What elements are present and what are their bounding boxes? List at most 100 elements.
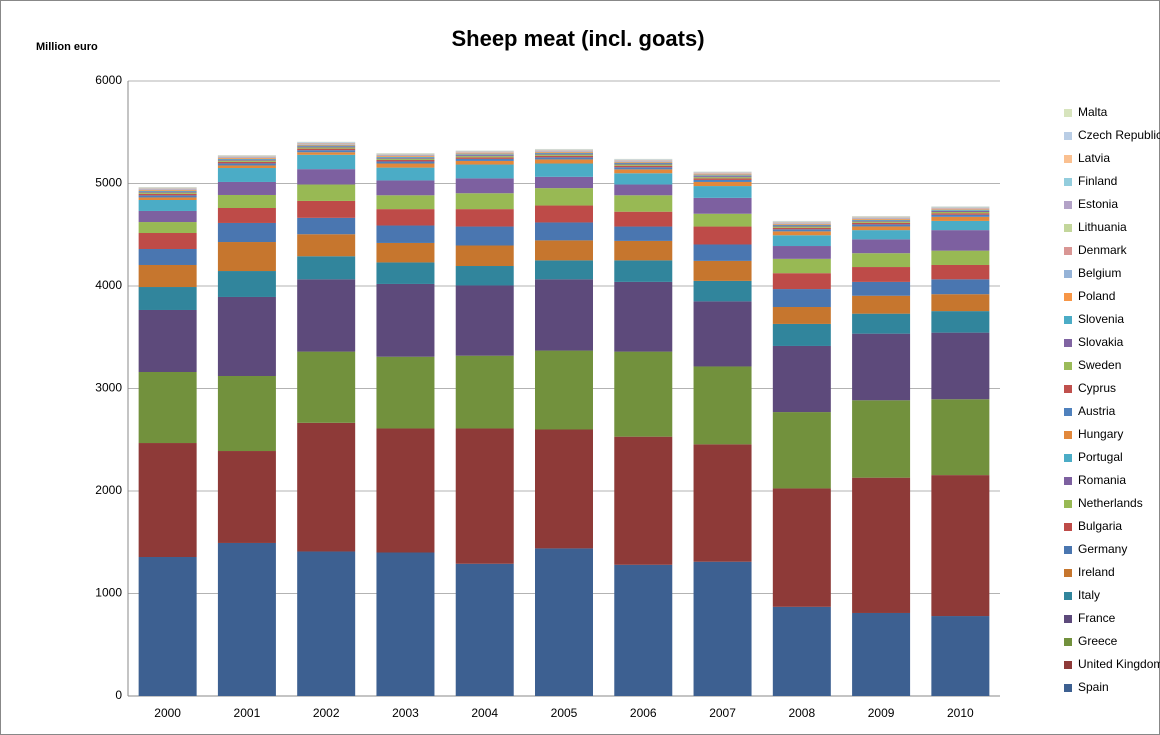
bar-segment xyxy=(693,366,752,445)
legend-swatch xyxy=(1064,362,1072,370)
bar-segment xyxy=(297,152,356,155)
legend-label: Romania xyxy=(1078,473,1126,487)
legend-label: Greece xyxy=(1078,634,1118,648)
bar-segment xyxy=(217,542,276,696)
x-tick-label: 2005 xyxy=(551,706,578,720)
legend-label: United Kingdom xyxy=(1078,657,1160,671)
bar-segment xyxy=(693,197,752,214)
bar-segment xyxy=(931,208,990,209)
x-tick-label: 2006 xyxy=(630,706,657,720)
legend-swatch xyxy=(1064,132,1072,140)
legend-label: Slovenia xyxy=(1078,312,1124,326)
bar-segment xyxy=(217,242,276,272)
bar-segment xyxy=(217,163,276,166)
legend-label: Malta xyxy=(1078,105,1108,119)
bar-segment xyxy=(693,213,752,227)
bar-segment xyxy=(535,150,593,152)
bar-segment xyxy=(693,280,752,302)
bar-segment xyxy=(693,177,752,179)
bar-segment xyxy=(138,557,197,696)
x-tick-label: 2004 xyxy=(471,706,498,720)
bar-segment xyxy=(772,235,831,247)
bar-segment xyxy=(455,156,514,158)
bar-segment xyxy=(455,193,514,210)
bar-segment xyxy=(931,210,990,211)
bar-segment xyxy=(614,161,673,162)
bar-segment xyxy=(693,178,752,180)
bar-segment xyxy=(931,311,990,333)
bar-segment xyxy=(138,190,197,192)
bar-segment xyxy=(376,158,435,160)
bar-segment xyxy=(931,208,990,210)
bar-segment xyxy=(693,561,752,696)
bar-segment xyxy=(852,220,911,222)
bar-segment xyxy=(376,161,435,164)
bar-segment xyxy=(693,260,752,281)
bar-segment xyxy=(297,144,356,145)
bar-segment xyxy=(852,267,911,282)
bar-segment xyxy=(376,195,435,210)
bar-segment xyxy=(376,180,435,196)
bar-segment xyxy=(614,165,673,168)
bar-segment xyxy=(693,301,752,367)
bar-segment xyxy=(535,222,593,241)
bar-segment xyxy=(693,226,752,245)
legend-label: Belgium xyxy=(1078,266,1121,280)
legend-swatch xyxy=(1064,569,1072,577)
bar-segment xyxy=(931,332,990,400)
bar-segment xyxy=(455,226,514,246)
bar-segment xyxy=(376,156,435,158)
bar-segment xyxy=(693,173,752,174)
bar-segment xyxy=(931,475,990,617)
bar-segment xyxy=(535,260,593,280)
bar-segment xyxy=(852,219,911,221)
bar-segment xyxy=(138,200,197,211)
legend-swatch xyxy=(1064,408,1072,416)
bar-segment xyxy=(693,244,752,261)
bar-segment xyxy=(138,222,197,234)
bar-segment xyxy=(614,161,673,163)
bar-segment xyxy=(217,207,276,223)
bar-segment xyxy=(535,155,593,158)
legend-label: Czech Republic xyxy=(1078,128,1160,142)
bar-segment xyxy=(535,205,593,223)
bar-segment xyxy=(852,222,911,225)
x-tick-label: 2001 xyxy=(234,706,261,720)
bar-segment xyxy=(376,225,435,243)
bar-segment xyxy=(297,351,356,423)
bar-segment xyxy=(297,145,356,147)
bar-segment xyxy=(772,222,831,224)
bar-segment xyxy=(931,211,990,214)
bar-segment xyxy=(217,296,276,376)
bar-segment xyxy=(138,264,197,288)
bar-segment xyxy=(614,260,673,282)
legend-label: Spain xyxy=(1078,680,1109,694)
bar-segment xyxy=(217,160,276,162)
bar-segment xyxy=(455,428,514,564)
y-tick-label: 1000 xyxy=(95,586,122,600)
legend-swatch xyxy=(1064,592,1072,600)
bar-segment xyxy=(614,226,673,241)
bar-segment xyxy=(455,266,514,286)
bar-segment xyxy=(852,226,911,231)
bar-segment xyxy=(376,552,435,696)
bar-segment xyxy=(772,345,831,413)
bar-segment xyxy=(455,209,514,227)
bar-segment xyxy=(376,155,435,157)
bar-segment xyxy=(852,218,911,220)
bar-segment xyxy=(772,307,831,324)
bar-segment xyxy=(297,184,356,201)
legend-swatch xyxy=(1064,316,1072,324)
bar-segment xyxy=(138,189,197,190)
bar-segment xyxy=(852,333,911,401)
bar-segment xyxy=(535,151,593,153)
bar-segment xyxy=(614,169,673,174)
legend-label: Finland xyxy=(1078,174,1117,188)
x-tick-label: 2008 xyxy=(788,706,815,720)
bar-segment xyxy=(535,152,593,154)
bar-segment xyxy=(376,209,435,226)
bar-segment xyxy=(931,399,990,476)
bar-segment xyxy=(138,309,197,372)
bar-segment xyxy=(772,606,831,696)
bar-segment xyxy=(138,197,197,201)
